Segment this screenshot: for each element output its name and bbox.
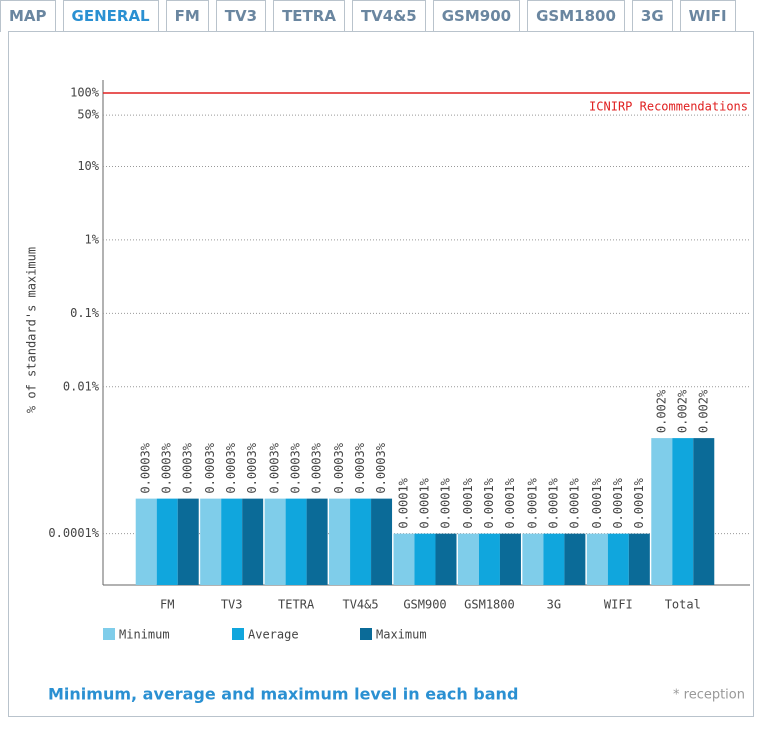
bar <box>414 533 436 585</box>
value-label: 0.0001% <box>439 477 453 528</box>
bar <box>693 438 715 585</box>
value-label: 0.0001% <box>503 477 517 528</box>
value-label: 0.002% <box>654 389 668 433</box>
value-label: 0.0003% <box>160 442 174 493</box>
value-label: 0.0003% <box>289 442 303 493</box>
value-label: 0.0003% <box>245 442 259 493</box>
x-tick-label: Total <box>665 598 701 612</box>
x-tick-label: TV4&5 <box>342 598 378 612</box>
x-tick-label: GSM1800 <box>464 598 515 612</box>
note: * reception <box>673 688 745 703</box>
bar <box>672 438 694 585</box>
panel <box>8 31 754 717</box>
bar <box>200 498 222 585</box>
bar <box>435 533 457 585</box>
bar <box>628 533 650 585</box>
tab-bar: MAP GENERAL FM TV3 TETRA TV4&5 GSM900 GSM1800 3G… <box>0 0 759 32</box>
y-tick-label: 50% <box>77 108 99 122</box>
value-label: 0.0003% <box>332 442 346 493</box>
bar <box>393 533 415 585</box>
value-label: 0.0001% <box>567 477 581 528</box>
tab[interactable]: FM <box>165 0 209 32</box>
y-tick-label: 0.1% <box>70 306 100 320</box>
bar <box>135 498 157 585</box>
bar <box>221 498 243 585</box>
value-label: 0.0003% <box>181 442 195 493</box>
x-tick-label: FM <box>160 598 174 612</box>
caption: Minimum, average and maximum level in ea… <box>48 685 518 704</box>
bar <box>607 533 629 585</box>
legend-label: Maximum <box>376 628 427 642</box>
bar <box>586 533 608 585</box>
value-label: 0.0003% <box>203 442 217 493</box>
value-label: 0.0001% <box>418 477 432 528</box>
value-label: 0.0001% <box>611 477 625 528</box>
bar <box>478 533 500 585</box>
value-label: 0.0003% <box>310 442 324 493</box>
bar <box>285 498 307 585</box>
value-label: 0.0003% <box>353 442 367 493</box>
value-label: 0.002% <box>675 389 689 433</box>
legend-swatch <box>232 628 244 640</box>
value-label: 0.0001% <box>632 477 646 528</box>
bar <box>564 533 586 585</box>
x-tick-label: TV3 <box>221 598 243 612</box>
tab[interactable]: TV3 <box>215 0 267 32</box>
x-tick-label: WIFI <box>604 598 633 612</box>
bar <box>242 498 264 585</box>
tab[interactable]: GSM1800 <box>527 0 625 32</box>
value-label: 0.0001% <box>482 477 496 528</box>
bar <box>177 498 199 585</box>
bar <box>499 533 521 585</box>
legend-label: Average <box>248 628 299 642</box>
value-label: 0.0001% <box>546 477 560 528</box>
value-label: 0.0003% <box>139 442 153 493</box>
legend-swatch <box>360 628 372 640</box>
value-label: 0.0003% <box>374 442 388 493</box>
bar <box>329 498 351 585</box>
value-label: 0.0001% <box>461 477 475 528</box>
y-axis-label: % of standard's maximum <box>25 247 39 413</box>
x-tick-label: GSM900 <box>403 598 446 612</box>
bar <box>350 498 372 585</box>
value-label: 0.002% <box>696 389 710 433</box>
value-label: 0.0003% <box>268 442 282 493</box>
value-label: 0.0001% <box>525 477 539 528</box>
x-tick-label: TETRA <box>278 598 315 612</box>
legend-swatch <box>103 628 115 640</box>
tab[interactable]: MAP <box>0 0 56 32</box>
tab[interactable]: WIFI <box>679 0 736 32</box>
y-tick-label: 10% <box>77 159 99 173</box>
legend-label: Minimum <box>119 628 170 642</box>
y-tick-label: 0.0001% <box>48 526 99 540</box>
y-tick-label: 0.01% <box>63 379 100 393</box>
y-tick-label: 100% <box>70 86 100 100</box>
bar <box>651 438 673 585</box>
bar <box>156 498 178 585</box>
value-label: 0.0003% <box>224 442 238 493</box>
value-label: 0.0001% <box>397 477 411 528</box>
reference-label: ICNIRP Recommendations <box>589 100 748 114</box>
bar <box>306 498 328 585</box>
y-tick-label: 1% <box>85 232 100 246</box>
tab[interactable]: GENERAL <box>62 0 159 32</box>
value-label: 0.0001% <box>590 477 604 528</box>
bar <box>264 498 286 585</box>
bar <box>371 498 393 585</box>
bar <box>543 533 565 585</box>
tab[interactable]: GSM900 <box>432 0 521 32</box>
bar <box>522 533 544 585</box>
tab[interactable]: 3G <box>631 0 673 32</box>
x-tick-label: 3G <box>547 598 561 612</box>
tab[interactable]: TETRA <box>273 0 345 32</box>
bar <box>457 533 479 585</box>
tab[interactable]: TV4&5 <box>351 0 426 32</box>
